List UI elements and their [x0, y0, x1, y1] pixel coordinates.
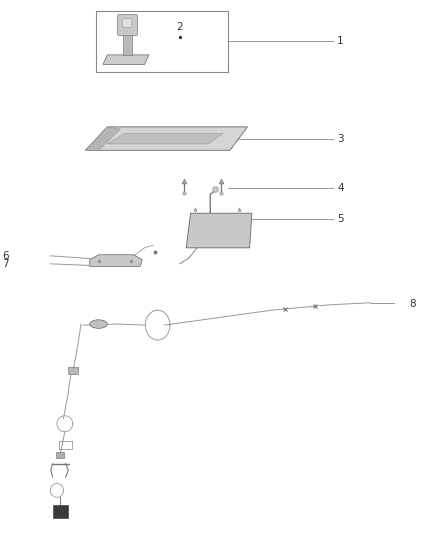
Polygon shape	[107, 133, 223, 144]
Text: 8: 8	[410, 299, 416, 309]
Text: 5: 5	[337, 214, 344, 223]
Polygon shape	[85, 127, 247, 150]
FancyBboxPatch shape	[53, 505, 68, 518]
Polygon shape	[186, 213, 252, 248]
Polygon shape	[103, 55, 149, 64]
Text: 7: 7	[2, 259, 9, 269]
Polygon shape	[85, 127, 120, 150]
Ellipse shape	[90, 320, 107, 328]
Text: 6: 6	[2, 251, 9, 261]
FancyBboxPatch shape	[117, 14, 138, 36]
FancyBboxPatch shape	[122, 19, 132, 27]
Text: 4: 4	[337, 183, 344, 192]
Text: 1: 1	[337, 36, 344, 46]
Bar	[96, 11, 228, 72]
Text: 2: 2	[176, 22, 183, 31]
Polygon shape	[90, 255, 142, 266]
Bar	[123, 34, 132, 55]
Bar	[68, 367, 78, 374]
Text: 3: 3	[337, 134, 344, 143]
Bar	[56, 452, 64, 458]
